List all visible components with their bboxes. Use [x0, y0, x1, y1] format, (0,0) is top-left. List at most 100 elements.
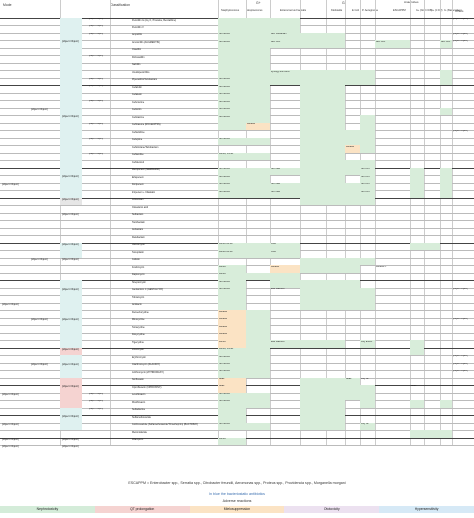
spectrum-fill	[300, 40, 326, 48]
drug-name: Colistin	[132, 258, 140, 262]
cell-note: Not MRSA	[219, 175, 230, 178]
spectrum-fill	[246, 362, 270, 371]
ecoli-header: E Coli	[352, 9, 359, 12]
spectrum-fill	[345, 182, 360, 191]
cell-note: Not MRSA	[219, 115, 230, 118]
spectrum-fill	[218, 295, 246, 303]
other-organisms: [object Object]	[453, 355, 468, 358]
spectrum-fill	[270, 242, 300, 251]
spectrum-fill	[270, 340, 300, 348]
spectrum-fill	[440, 77, 452, 86]
spectrum-fill	[360, 130, 375, 138]
spectrum-fill	[300, 100, 326, 108]
spectrum-fill	[326, 197, 345, 206]
drug-name: Cefalexin	[132, 93, 142, 97]
spectrum-fill	[218, 85, 246, 93]
subclass-label: [object Object]	[89, 392, 103, 395]
row-separator	[0, 227, 474, 229]
spectrum-fill	[270, 190, 300, 198]
paer-header: P. Aeruginosa	[362, 9, 378, 12]
spectrum-fill	[345, 137, 360, 146]
cell-note: Not MRSA	[219, 190, 230, 193]
cell-note: with CLA	[271, 40, 281, 43]
variable-fill	[218, 332, 246, 341]
row-separator	[0, 197, 474, 199]
cell-note: VRE	[271, 250, 276, 253]
spectrum-fill	[326, 32, 345, 41]
drug-name: Minocycline	[132, 318, 145, 322]
cell-note: weak	[411, 385, 417, 388]
variable-fill	[218, 377, 246, 386]
col-separator	[246, 0, 247, 445]
spectrum-fill	[218, 18, 246, 26]
spectrum-fill	[410, 400, 424, 408]
cell-note: with CLA	[441, 40, 451, 43]
spectrum-fill	[246, 55, 270, 63]
spectrum-fill	[424, 242, 440, 251]
entero-header: Enterococcus Faecalis	[280, 9, 307, 12]
spectrum-fill	[326, 152, 345, 161]
class-label: [object Object]	[62, 175, 79, 179]
classification-header: Classification	[110, 3, 130, 7]
spectrum-fill	[246, 115, 270, 123]
spectrum-fill	[360, 392, 375, 401]
cell-note: also Faecium	[271, 340, 285, 343]
spectrum-fill	[218, 152, 246, 161]
spectrum-fill	[300, 197, 326, 206]
cell-note: MRSA	[219, 340, 226, 343]
spectrum-fill	[326, 122, 345, 131]
row-separator	[0, 430, 474, 432]
subclass-label: [object Object]	[89, 77, 103, 80]
spectrum-fill	[300, 385, 326, 393]
drug-name: Norfloxacin	[132, 378, 144, 382]
cell-note: Not MRSA	[219, 355, 230, 358]
spectrum-fill	[246, 422, 270, 430]
spectrum-fill	[345, 130, 360, 138]
spectrum-fill	[440, 175, 452, 183]
subclass-label: [object Object]	[89, 122, 103, 125]
spectrum-fill	[218, 55, 246, 63]
cell-note: Not MRSA	[219, 168, 230, 171]
drug-name: Moxifloxacin	[132, 400, 146, 404]
drug-name: Lincomycin	[132, 348, 144, 352]
spectrum-fill	[410, 182, 424, 191]
class-label: [object Object]	[62, 317, 79, 321]
spectrum-fill	[270, 77, 300, 86]
class-label: [object Object]	[62, 445, 79, 448]
spectrum-fill	[218, 437, 246, 445]
spectrum-fill	[360, 257, 375, 266]
drug-name: Meropenem (MERREMM)	[132, 168, 160, 172]
cell-note: MRSA, VRSA	[219, 348, 234, 350]
spectrum-fill	[270, 167, 300, 176]
drug-name: Ceftazidime	[132, 130, 145, 134]
subclass-label: [object Object]	[89, 25, 103, 28]
drug-name: Cefiderocol	[132, 160, 145, 164]
drug-name: Relebactam	[132, 235, 145, 239]
drug-name: Erythromycin	[132, 355, 146, 359]
spectrum-fill	[326, 280, 345, 288]
staph-header: Staphylococcus	[221, 9, 240, 12]
drug-name: Demeclocycline	[132, 310, 149, 314]
spectrum-fill	[360, 145, 375, 153]
spectrum-fill	[326, 137, 345, 146]
spectrum-fill	[326, 407, 345, 416]
drug-name: Imipenem + Cilastatin	[132, 190, 156, 194]
subclass-label: [object Object]	[89, 18, 103, 20]
bacteriostatic-note: In blue the bacteriostatic antibiotics	[209, 492, 265, 496]
cell-note: only SP	[361, 422, 369, 425]
spectrum-fill	[300, 392, 326, 401]
class-label: [object Object]	[62, 385, 79, 389]
spectrum-fill	[218, 415, 246, 423]
spectrum-fill	[218, 40, 246, 48]
cell-note: variable	[346, 145, 355, 148]
spectrum-fill	[360, 137, 375, 146]
cell-note: Not MRSA	[219, 100, 230, 103]
drug-name: Doripenem	[132, 183, 144, 187]
spectrum-fill	[360, 295, 375, 303]
class-group-bg	[60, 310, 82, 348]
spectrum-fill	[440, 190, 452, 198]
class-label: [object Object]	[62, 415, 79, 419]
cell-note: Not MRSA	[219, 108, 230, 111]
spectrum-fill	[246, 250, 270, 258]
spectrum-fill	[300, 85, 326, 93]
